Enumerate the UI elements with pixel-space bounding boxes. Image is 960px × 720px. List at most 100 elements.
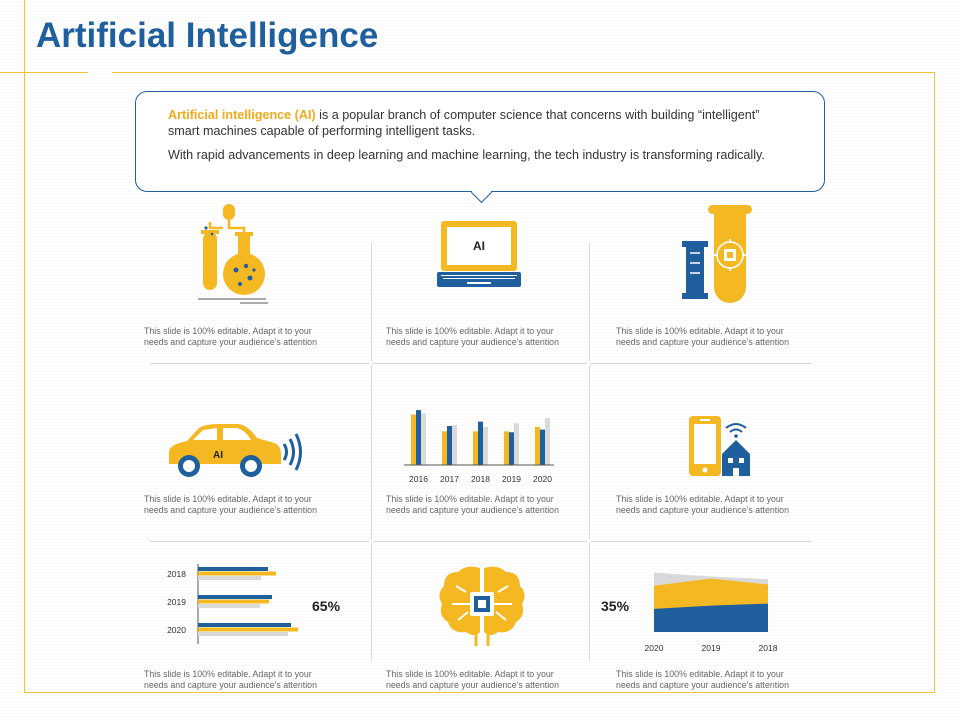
intro-paragraph-1: Artificial intelligence (AI) is a popula…: [168, 107, 794, 139]
laptop-icon: AI: [437, 221, 521, 287]
caption-6: This slide is 100% editable. Adapt it to…: [616, 494, 816, 516]
horizontal-bar-chart: 2018 2019 2020: [167, 564, 298, 644]
horizontal-bar-chart-tick-label: 2020: [167, 625, 186, 635]
vertical-bar: [452, 425, 457, 465]
vertical-bar: [545, 418, 550, 465]
area-chart: 2020 2019 2018: [645, 572, 778, 653]
area-chart-tick-label: 2019: [702, 643, 721, 653]
caption-line-2: needs and capture your audience’s attent…: [144, 337, 317, 347]
self-driving-car-icon: AI: [169, 424, 302, 477]
horizontal-bar-chart-tick-label: 2019: [167, 597, 186, 607]
horizontal-bar: [198, 632, 288, 636]
horizontal-bar: [198, 627, 298, 632]
vertical-bar: [473, 431, 478, 465]
caption-line-2: needs and capture your audience’s attent…: [616, 680, 789, 690]
grid-divider: [589, 543, 590, 661]
caption-9: This slide is 100% editable. Adapt it to…: [616, 669, 816, 691]
grid-divider: [591, 541, 811, 542]
page-title: Artificial Intelligence: [36, 16, 379, 55]
vertical-bar: [483, 426, 488, 465]
laptop-label: AI: [473, 239, 485, 253]
caption-2: This slide is 100% editable. Adapt it to…: [386, 326, 586, 348]
vertical-bar: [411, 414, 416, 465]
caption-line-1: This slide is 100% editable. Adapt it to…: [386, 326, 554, 336]
caption-line-2: needs and capture your audience’s attent…: [386, 680, 559, 690]
caption-line-2: needs and capture your audience’s attent…: [616, 505, 789, 515]
horizontal-bar: [198, 595, 272, 599]
caption-line-2: needs and capture your audience’s attent…: [386, 505, 559, 515]
caption-line-1: This slide is 100% editable. Adapt it to…: [144, 326, 312, 336]
caption-4: This slide is 100% editable. Adapt it to…: [144, 494, 344, 516]
intro-speech-bubble: Artificial intelligence (AI) is a popula…: [135, 91, 825, 192]
grid-divider: [371, 543, 372, 661]
percentage-label-left: 65%: [312, 598, 341, 614]
vertical-bar-chart-tick-label: 2017: [440, 474, 459, 484]
vertical-bar: [416, 410, 421, 465]
intro-line1-text: is a popular branch of computer science …: [168, 108, 760, 138]
horizontal-bar: [198, 567, 268, 571]
horizontal-bar: [198, 571, 276, 576]
caption-7: This slide is 100% editable. Adapt it to…: [144, 669, 344, 691]
frame-right-line: [934, 73, 935, 693]
vertical-bar: [540, 429, 545, 465]
vertical-bar: [478, 421, 483, 465]
area-series-fill: [654, 603, 768, 632]
vertical-bar: [535, 426, 540, 465]
vertical-bar-chart-tick-label: 2020: [533, 474, 552, 484]
caption-line-1: This slide is 100% editable. Adapt it to…: [144, 669, 312, 679]
vertical-bar-chart-tick-label: 2019: [502, 474, 521, 484]
grid-divider: [371, 365, 372, 539]
horizontal-bar: [198, 576, 261, 580]
caption-line-1: This slide is 100% editable. Adapt it to…: [616, 669, 784, 679]
brain-chip-icon: [439, 566, 525, 646]
grid-divider: [591, 363, 811, 364]
caption-5: This slide is 100% editable. Adapt it to…: [386, 494, 586, 516]
horizontal-bar-chart-tick-label: 2018: [167, 569, 186, 579]
vertical-bar-chart-ticks: 2016 2017 2018 2019 2020: [409, 474, 552, 484]
horizontal-bar-chart-bars: [198, 567, 298, 636]
caption-line-1: This slide is 100% editable. Adapt it to…: [616, 494, 784, 504]
test-tube-chip-icon: [682, 205, 752, 303]
caption-line-2: needs and capture your audience’s attent…: [616, 337, 789, 347]
grid-divider: [150, 541, 369, 542]
frame-left-line: [24, 0, 25, 693]
horizontal-bar: [198, 623, 291, 627]
vertical-bar: [514, 423, 519, 465]
grid-divider: [150, 363, 369, 364]
horizontal-bar: [198, 599, 269, 604]
vertical-bar: [504, 431, 509, 465]
caption-line-2: needs and capture your audience’s attent…: [144, 505, 317, 515]
vertical-bar-chart-tick-label: 2016: [409, 474, 428, 484]
grid-divider: [589, 365, 590, 539]
vertical-bar-chart: 2016 2017 2018 2019 2020: [404, 410, 554, 484]
area-chart-tick-label: 2018: [759, 643, 778, 653]
grid-divider: [589, 243, 590, 361]
caption-line-1: This slide is 100% editable. Adapt it to…: [144, 494, 312, 504]
car-label: AI: [213, 450, 223, 461]
area-chart-tick-label: 2020: [645, 643, 664, 653]
frame-top-line: [112, 72, 935, 73]
intro-highlight: Artificial intelligence (AI): [168, 108, 316, 122]
caption-line-1: This slide is 100% editable. Adapt it to…: [616, 326, 784, 336]
flask-test-tube-icon: [198, 204, 268, 304]
caption-line-1: This slide is 100% editable. Adapt it to…: [386, 494, 554, 504]
area-chart-ticks: 2020 2019 2018: [645, 643, 778, 653]
caption-3: This slide is 100% editable. Adapt it to…: [616, 326, 816, 348]
vertical-bar: [447, 426, 452, 465]
caption-8: This slide is 100% editable. Adapt it to…: [386, 669, 586, 691]
vertical-bar-chart-bars: [411, 410, 550, 465]
vertical-bar: [509, 432, 514, 465]
grid-divider: [371, 243, 372, 361]
caption-line-1: This slide is 100% editable. Adapt it to…: [386, 669, 554, 679]
grid-divider: [373, 541, 587, 542]
caption-line-2: needs and capture your audience’s attent…: [144, 680, 317, 690]
vertical-bar: [442, 431, 447, 465]
vertical-bar: [421, 413, 426, 465]
horizontal-bar-chart-ticks: 2018 2019 2020: [167, 569, 186, 635]
horizontal-bar: [198, 604, 260, 608]
intro-paragraph-2: With rapid advancements in deep learning…: [168, 148, 765, 162]
frame-top-line-left: [0, 72, 88, 73]
grid-divider: [373, 363, 587, 364]
frame-bottom-line: [24, 692, 935, 693]
smart-home-phone-icon: [689, 416, 750, 476]
